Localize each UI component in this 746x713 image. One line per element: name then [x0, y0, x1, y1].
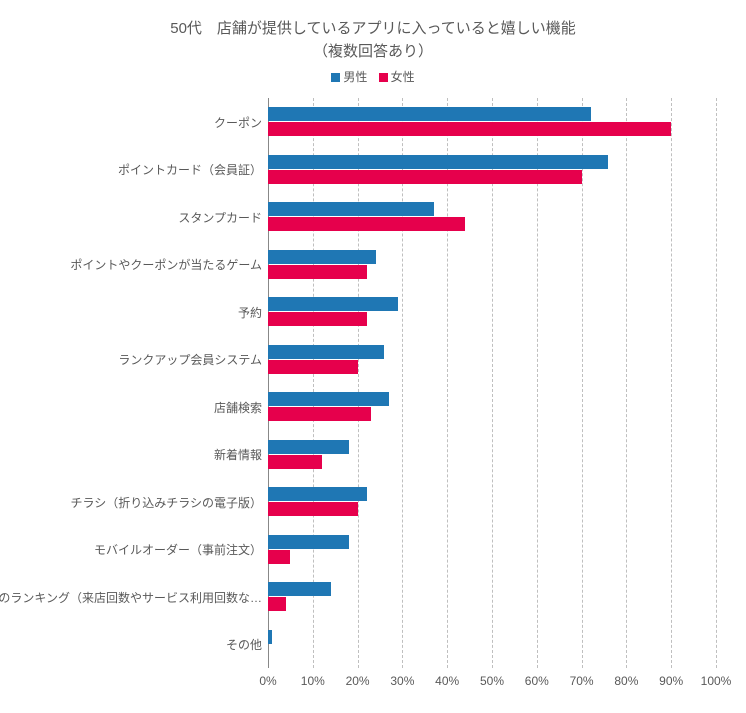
- category-group: 店舗検索: [268, 383, 716, 431]
- bar-female: [268, 597, 286, 611]
- bar-male: [268, 202, 434, 216]
- category-label: モバイルオーダー（事前注文）: [94, 541, 262, 558]
- category-label: その他: [226, 636, 262, 653]
- x-tick-label: 20%: [346, 674, 370, 688]
- category-group: クーポン: [268, 98, 716, 146]
- bar-male: [268, 440, 349, 454]
- bar-female: [268, 265, 367, 279]
- category-group: スタンプカード: [268, 193, 716, 241]
- bar-male: [268, 345, 384, 359]
- x-tick-label: 100%: [701, 674, 732, 688]
- category-group: その他: [268, 621, 716, 669]
- bar-male: [268, 487, 367, 501]
- category-label: チラシ（折り込みチラシの電子版）: [70, 494, 262, 511]
- category-label: 店舗検索: [214, 399, 262, 416]
- title-line1: 50代 店舗が提供しているアプリに入っていると嬉しい機能: [170, 20, 576, 37]
- bar-male: [268, 250, 376, 264]
- legend: 男性 女性: [0, 68, 746, 85]
- bar-female: [268, 360, 358, 374]
- category-label: 新着情報: [214, 446, 262, 463]
- title-line2: （複数回答あり）: [313, 43, 433, 60]
- bar-female: [268, 407, 371, 421]
- bar-male: [268, 630, 272, 644]
- legend-swatch-male: [331, 73, 340, 82]
- x-tick-label: 40%: [435, 674, 459, 688]
- category-label: ポイントカード（会員証）: [118, 161, 262, 178]
- bar-female: [268, 455, 322, 469]
- bar-female: [268, 217, 465, 231]
- x-tick-label: 30%: [390, 674, 414, 688]
- category-group: 予約: [268, 288, 716, 336]
- bar-male: [268, 155, 608, 169]
- category-group: チラシ（折り込みチラシの電子版）: [268, 478, 716, 526]
- category-group: ポイントカード（会員証）: [268, 146, 716, 194]
- category-label: スタンプカード: [178, 209, 262, 226]
- x-tick-label: 0%: [259, 674, 276, 688]
- legend-swatch-female: [379, 73, 388, 82]
- bar-female: [268, 122, 671, 136]
- x-tick-label: 50%: [480, 674, 504, 688]
- bar-female: [268, 550, 290, 564]
- gridline: [716, 98, 717, 668]
- plot-area: 0%10%20%30%40%50%60%70%80%90%100%クーポンポイン…: [268, 98, 716, 668]
- bar-male: [268, 535, 349, 549]
- x-tick-label: 10%: [301, 674, 325, 688]
- category-label: クーポン: [214, 114, 262, 131]
- bar-male: [268, 107, 591, 121]
- category-label: ポイントやクーポンが当たるゲーム: [70, 256, 262, 273]
- bar-male: [268, 297, 398, 311]
- bar-female: [268, 170, 582, 184]
- bar-male: [268, 582, 331, 596]
- legend-label-female: 女性: [391, 70, 415, 84]
- bar-female: [268, 502, 358, 516]
- x-tick-label: 80%: [614, 674, 638, 688]
- chart-title: 50代 店舗が提供しているアプリに入っていると嬉しい機能 （複数回答あり）: [0, 18, 746, 63]
- legend-label-male: 男性: [343, 70, 367, 84]
- category-group: 新着情報: [268, 431, 716, 479]
- bar-female: [268, 312, 367, 326]
- category-label: 予約: [238, 304, 262, 321]
- x-tick-label: 60%: [525, 674, 549, 688]
- legend-item-female: 女性: [379, 68, 415, 85]
- category-label: ランクアップ会員システム: [118, 351, 262, 368]
- category-group: モバイルオーダー（事前注文）: [268, 526, 716, 574]
- chart-container: 50代 店舗が提供しているアプリに入っていると嬉しい機能 （複数回答あり） 男性…: [0, 0, 746, 713]
- bar-male: [268, 392, 389, 406]
- legend-item-male: 男性: [331, 68, 367, 85]
- category-group: ランクアップ会員システム: [268, 336, 716, 384]
- x-tick-label: 90%: [659, 674, 683, 688]
- category-label: 自身のランキング（来店回数やサービス利用回数な…: [0, 589, 262, 606]
- x-tick-label: 70%: [570, 674, 594, 688]
- category-group: 自身のランキング（来店回数やサービス利用回数な…: [268, 573, 716, 621]
- category-group: ポイントやクーポンが当たるゲーム: [268, 241, 716, 289]
